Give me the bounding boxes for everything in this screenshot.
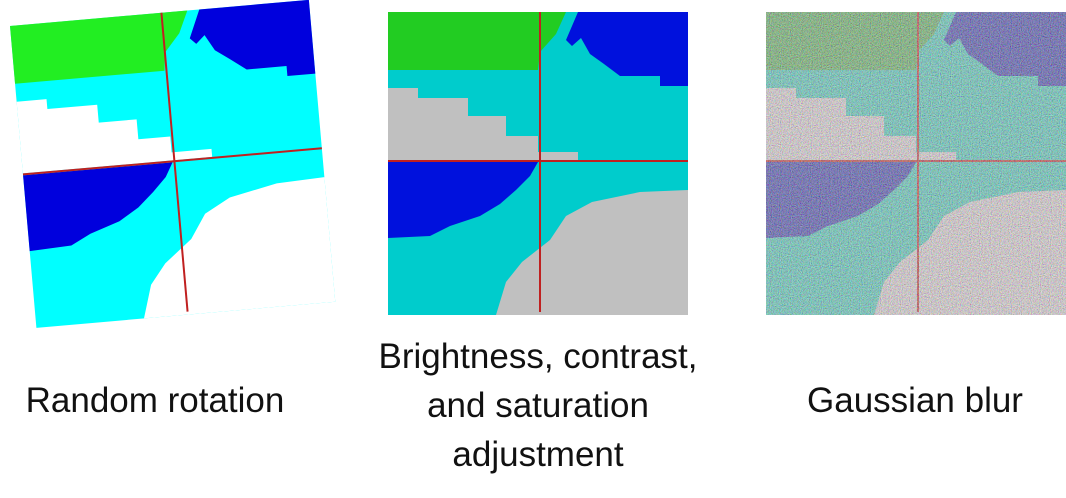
caption: Brightness, contrast,: [378, 337, 697, 376]
noisy-image: [766, 12, 1066, 315]
captions: Random rotation Brightness, contrast, and …: [26, 337, 1024, 474]
figure: Random rotation Brightness, contrast, and …: [0, 0, 1066, 498]
rotated-image: [10, 0, 335, 328]
caption: Gaussian blur: [807, 381, 1023, 420]
noise: [766, 12, 1066, 315]
caption: Random rotation: [26, 381, 285, 420]
caption: and saturation: [427, 386, 649, 425]
caption: adjustment: [452, 435, 623, 474]
color-adjusted-image: [388, 12, 688, 315]
